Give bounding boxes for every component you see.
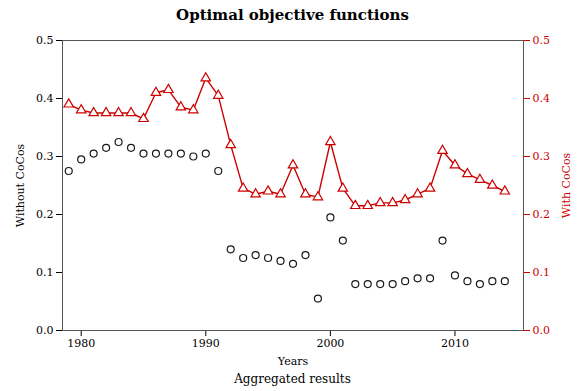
html-text:Aggregated results: Aggregated results [234, 372, 351, 386]
svg-text:0.0: 0.0 [36, 324, 54, 337]
svg-text:1980: 1980 [67, 337, 95, 350]
svg-text:0.5: 0.5 [533, 34, 551, 47]
svg-text:With CoCos: With CoCos [560, 152, 573, 218]
svg-text:0.2: 0.2 [533, 208, 551, 221]
svg-text:0.4: 0.4 [36, 92, 54, 105]
html-text:Optimal objective functions: Optimal objective functions [176, 6, 409, 24]
svg-text:0.0: 0.0 [533, 324, 551, 337]
svg-text:Without CoCos: Without CoCos [14, 143, 27, 227]
svg-text:1990: 1990 [192, 337, 220, 350]
svg-text:0.4: 0.4 [533, 92, 551, 105]
svg-text:2000: 2000 [316, 337, 344, 350]
svg-text:2010: 2010 [441, 337, 469, 350]
svg-text:0.3: 0.3 [533, 150, 551, 163]
svg-text:0.2: 0.2 [36, 208, 54, 221]
svg-text:0.5: 0.5 [36, 34, 54, 47]
svg-text:0.3: 0.3 [36, 150, 54, 163]
svg-text:Years: Years [277, 355, 309, 368]
svg-text:0.1: 0.1 [36, 266, 54, 279]
svg-text:0.1: 0.1 [533, 266, 551, 279]
